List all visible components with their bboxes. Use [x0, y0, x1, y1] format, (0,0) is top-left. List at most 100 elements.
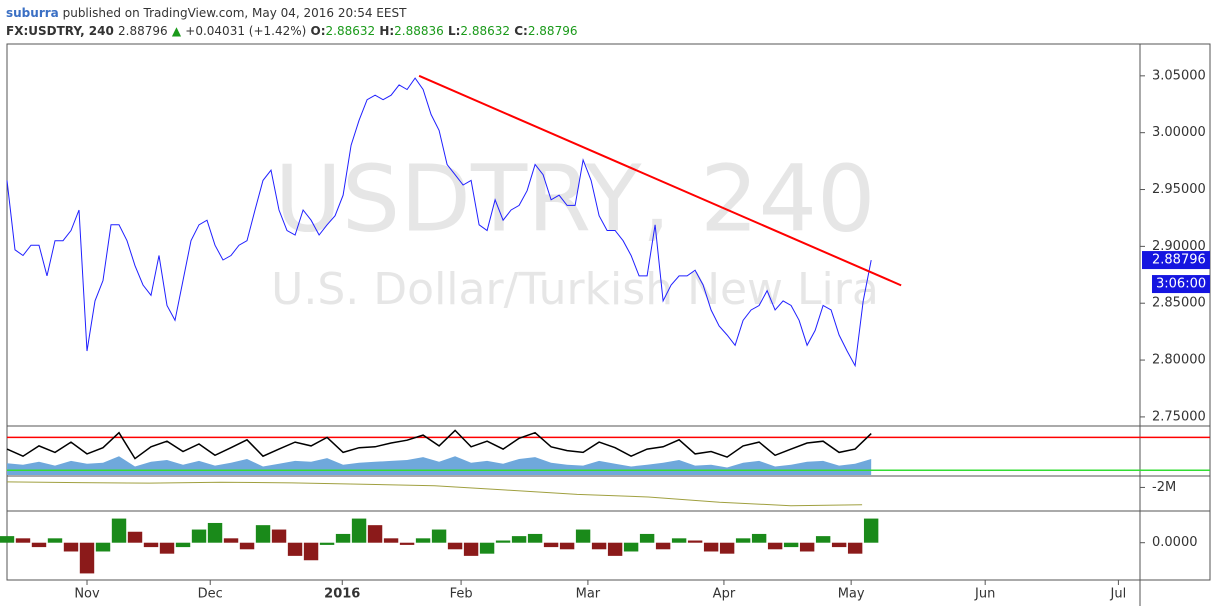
frame — [6, 43, 1211, 581]
x-tick-label: Apr — [713, 587, 736, 602]
x-tick-label: Jul — [1110, 587, 1127, 602]
histogram-bar — [159, 542, 175, 554]
histogram-bar — [479, 542, 495, 554]
author[interactable]: suburra — [6, 6, 59, 20]
histogram-bar — [383, 538, 399, 543]
histogram-bar — [335, 533, 351, 543]
histogram-bar — [79, 542, 95, 574]
histogram-bar — [735, 538, 751, 543]
histogram-bar — [191, 529, 207, 543]
change: +0.04031 (+1.42%) — [185, 24, 307, 38]
y-tick-label: 2.95000 — [1152, 182, 1206, 197]
osc-line — [6, 429, 872, 460]
histogram-bar — [63, 542, 79, 552]
histogram-bar — [175, 542, 191, 548]
price-box-label: 2.88796 — [1152, 253, 1206, 268]
trendline — [418, 74, 902, 287]
histogram-bar — [559, 542, 575, 550]
histogram-bar — [351, 518, 367, 543]
published: published on TradingView.com, May 04, 20… — [62, 6, 407, 20]
histogram-bar — [399, 542, 415, 545]
histogram-bar — [703, 542, 719, 552]
arrow: ▲ — [171, 24, 182, 38]
y-tick-label: 2.80000 — [1152, 353, 1206, 368]
x-tick-label: Mar — [576, 587, 601, 602]
histogram-bar — [799, 542, 815, 552]
ohlc-key: H: — [379, 24, 395, 38]
histogram-bar — [415, 538, 431, 543]
histogram-bar — [767, 542, 783, 550]
osc-area — [7, 456, 872, 475]
y-tick-label: -2M — [1152, 480, 1176, 495]
histogram-bar — [751, 533, 767, 543]
histogram-bar — [287, 542, 303, 556]
histogram-bar — [127, 531, 143, 543]
countdown-box — [1152, 275, 1210, 294]
histogram-bar — [255, 525, 271, 543]
histogram-bar — [527, 533, 543, 543]
histogram-bar — [815, 536, 831, 543]
histogram-bar — [719, 542, 735, 554]
watermark-sub: U.S. Dollar/Turkish New Lira — [271, 264, 879, 315]
y-tick-label: 2.75000 — [1152, 409, 1206, 424]
histogram-bar — [223, 538, 239, 543]
histogram-bar — [367, 525, 383, 543]
histogram-bar — [31, 542, 47, 548]
y-tick-label: 3.00000 — [1152, 125, 1206, 140]
histogram-bar — [687, 540, 703, 543]
histogram-bar — [447, 542, 463, 550]
histogram-bar — [319, 542, 335, 545]
y-tick-label: 3.05000 — [1152, 68, 1206, 83]
histogram-bar — [303, 542, 319, 561]
ohlc-key: C: — [514, 24, 528, 38]
x-tick-label: Nov — [74, 587, 100, 602]
histogram-bar — [607, 542, 623, 556]
countdown-label: 3:06:00 — [1156, 277, 1206, 292]
ohlc-value: 2.88632 — [325, 24, 376, 38]
histogram-bar — [207, 522, 223, 543]
ohlc: O:2.88632 H:2.88836 L:2.88632 C:2.88796 — [306, 24, 578, 38]
price-line — [6, 481, 863, 507]
histogram-bar — [671, 538, 687, 543]
histogram-bar — [575, 529, 591, 543]
histogram-bar — [831, 542, 847, 548]
histogram-bar — [511, 536, 527, 543]
x-tick-label: May — [838, 587, 865, 602]
histogram-bar — [431, 529, 447, 543]
histogram-bar — [623, 542, 639, 552]
histogram-bar — [0, 536, 15, 543]
ohlc-value: 2.88632 — [460, 24, 511, 38]
histogram-bar — [639, 533, 655, 543]
histogram-bar — [463, 542, 479, 556]
price-box — [1142, 251, 1210, 270]
last: 2.88796 — [118, 24, 168, 38]
histogram-bar — [495, 540, 511, 543]
histogram-bar — [47, 538, 63, 543]
publish-line: suburra published on TradingView.com, Ma… — [6, 4, 577, 22]
x-tick-label: 2016 — [324, 587, 360, 602]
ohlc-value: 2.88796 — [527, 24, 578, 38]
watermark: USDTRY, 240 — [274, 145, 875, 252]
histogram-bar — [239, 542, 255, 550]
quote-line: FX:USDTRY, 240 2.88796 ▲ +0.04031 (+1.42… — [6, 22, 577, 40]
x-tick-label: Jun — [974, 587, 995, 602]
ohlc-key: L: — [447, 24, 461, 38]
histogram-bar — [783, 542, 799, 548]
histogram-bar — [271, 529, 287, 543]
ohlc-value: 2.88836 — [394, 24, 444, 38]
histogram-bar — [847, 542, 863, 554]
histogram-bar — [655, 542, 671, 550]
y-tick-label: 2.85000 — [1152, 296, 1206, 311]
x-tick-label: Dec — [198, 587, 223, 602]
price-line — [6, 77, 872, 368]
y-tick-label: 0.0000 — [1152, 535, 1198, 550]
histogram-bar — [863, 518, 879, 543]
header: suburra published on TradingView.com, Ma… — [6, 4, 577, 40]
histogram-bar — [143, 542, 159, 548]
histogram-bar — [95, 542, 111, 552]
y-tick-label: 2.90000 — [1152, 239, 1206, 254]
histogram-bar — [15, 538, 31, 543]
x-tick-label: Feb — [450, 587, 473, 602]
